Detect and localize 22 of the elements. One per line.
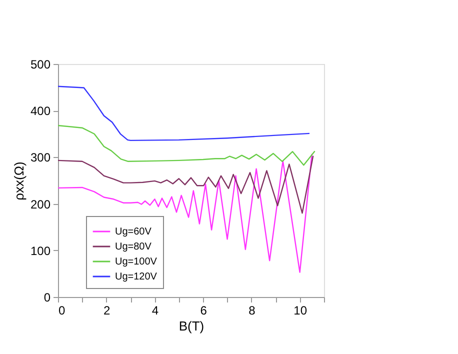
x-tick-label: 0 [58, 304, 66, 318]
y-tick-label: 0 [44, 290, 51, 304]
legend-label: Ug=100V [115, 256, 158, 268]
y-tick-label: 100 [30, 244, 51, 258]
y-tick-label: 500 [30, 58, 51, 72]
y-tick-label: 300 [30, 150, 51, 165]
line-series [58, 124, 316, 166]
x-axis-title: B(T) [178, 318, 204, 334]
y-tick-label: 400 [30, 104, 51, 118]
x-tick-label: 4 [152, 304, 159, 318]
line-series [58, 86, 310, 142]
x-tick-label: 6 [200, 304, 208, 318]
line-series [58, 155, 314, 214]
line-series [58, 153, 313, 273]
x-tick-label: 2 [104, 304, 111, 318]
legend-label: Ug=80V [115, 242, 152, 252]
y-axis-title: ρxx(Ω) [11, 162, 26, 200]
legend-label: Ug=120V [115, 272, 158, 282]
x-tick-label: 8 [248, 304, 256, 318]
legend-label: Ug=60V [115, 226, 152, 238]
y-tick-label: 200 [30, 197, 51, 212]
x-tick-label: 10 [294, 304, 308, 318]
